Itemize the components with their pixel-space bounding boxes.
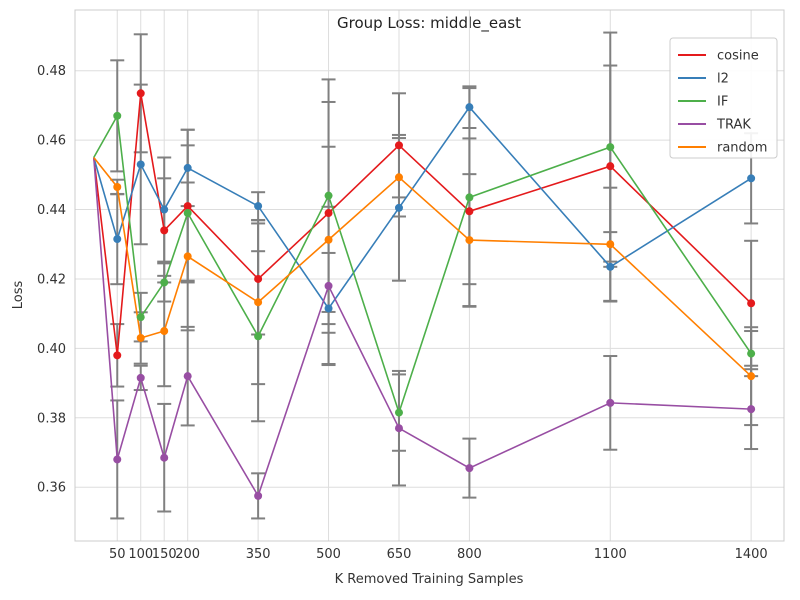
legend-label-l2: l2	[717, 72, 729, 87]
data-point-TRAK	[183, 372, 192, 381]
x-tick-label: 200	[175, 547, 200, 562]
data-point-IF	[747, 349, 756, 358]
y-tick-label: 0.44	[37, 203, 66, 218]
data-point-cosine	[394, 141, 403, 150]
data-point-cosine	[183, 202, 192, 211]
data-point-l2	[606, 262, 615, 271]
data-point-IF	[394, 408, 403, 417]
y-tick-label: 0.40	[37, 342, 66, 357]
x-tick-label: 350	[246, 547, 271, 562]
data-point-cosine	[747, 299, 756, 308]
legend-label-cosine: cosine	[717, 49, 759, 64]
data-point-IF	[183, 209, 192, 218]
series-lines	[92, 93, 752, 498]
data-point-TRAK	[394, 424, 403, 433]
data-point-l2	[394, 203, 403, 212]
series-points	[113, 89, 756, 500]
x-tick-label: 1400	[735, 547, 768, 562]
x-tick-label: 150	[152, 547, 177, 562]
legend-box	[669, 37, 778, 159]
data-point-random	[394, 173, 403, 182]
legend: cosine l2 IF TRAK random	[669, 37, 778, 159]
plot-frame	[74, 9, 785, 542]
data-point-random	[136, 333, 145, 342]
y-tick-label: 0.36	[37, 481, 66, 496]
data-point-cosine	[160, 226, 169, 235]
data-point-TRAK	[465, 464, 474, 473]
data-point-TRAK	[136, 373, 145, 382]
data-point-cosine	[606, 162, 615, 171]
chart-title: Group Loss: middle_east	[337, 14, 521, 33]
y-tick-label: 0.48	[37, 64, 66, 79]
data-point-l2	[254, 202, 263, 211]
data-point-TRAK	[324, 281, 333, 290]
y-axis-label: Loss	[11, 281, 26, 310]
data-point-random	[160, 327, 169, 336]
data-point-l2	[113, 235, 122, 244]
data-point-TRAK	[606, 398, 615, 407]
data-point-cosine	[254, 274, 263, 283]
data-point-l2	[136, 160, 145, 169]
data-point-cosine	[324, 209, 333, 218]
data-point-l2	[324, 304, 333, 313]
data-point-IF	[136, 313, 145, 322]
data-point-random	[183, 252, 192, 261]
x-tick-label: 100	[128, 547, 153, 562]
series-line-IF	[93, 113, 752, 416]
data-point-TRAK	[113, 455, 122, 464]
data-point-IF	[113, 111, 122, 120]
data-point-random	[465, 236, 474, 245]
data-point-l2	[465, 103, 474, 112]
data-point-cosine	[465, 207, 474, 216]
data-point-random	[113, 183, 122, 191]
data-point-random	[606, 240, 615, 249]
y-tick-label: 0.42	[37, 272, 66, 287]
data-point-l2	[160, 205, 169, 214]
y-tick-label: 0.38	[37, 411, 66, 426]
data-point-IF	[465, 193, 474, 202]
x-tick-label: 50	[109, 547, 126, 562]
legend-label-TRAK: TRAK	[716, 118, 751, 133]
data-point-TRAK	[254, 491, 263, 500]
legend-label-IF: IF	[717, 95, 728, 110]
data-point-cosine	[136, 89, 145, 98]
data-point-IF	[324, 191, 333, 200]
x-tick-label: 800	[457, 547, 482, 562]
data-point-IF	[606, 143, 615, 152]
data-point-TRAK	[747, 405, 756, 414]
data-point-random	[254, 298, 263, 307]
data-point-l2	[183, 163, 192, 172]
data-point-l2	[747, 174, 756, 183]
x-tick-label: 500	[316, 547, 341, 562]
data-point-IF	[254, 332, 263, 341]
data-point-random	[324, 235, 333, 244]
legend-label-random: random	[717, 141, 767, 156]
data-point-IF	[160, 278, 169, 287]
y-tick-label: 0.46	[37, 134, 66, 149]
error-bars	[110, 31, 759, 520]
x-tick-label: 650	[387, 547, 412, 562]
x-tick-label: 1100	[594, 547, 627, 562]
x-axis-label: K Removed Training Samples	[335, 572, 524, 587]
data-point-TRAK	[160, 453, 169, 462]
series-line-cosine	[92, 93, 752, 356]
data-point-cosine	[113, 351, 122, 360]
data-point-random	[747, 372, 756, 381]
